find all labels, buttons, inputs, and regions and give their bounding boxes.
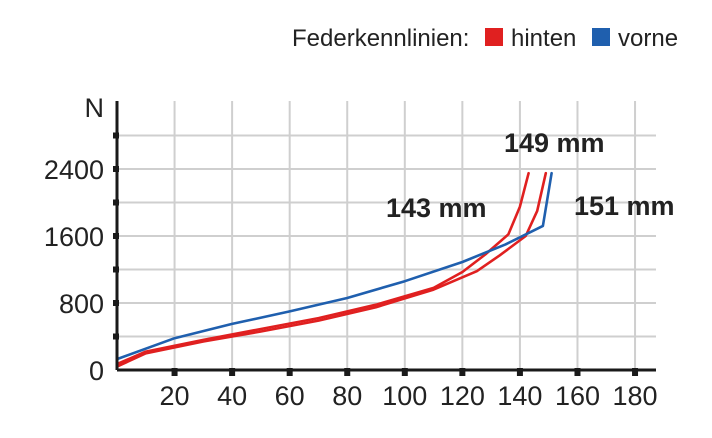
y-tick-mark-2800	[113, 132, 119, 139]
y-tick-label-800: 800	[59, 289, 104, 319]
series-line-hinten-2	[115, 171, 548, 368]
annotations: 149 mm 143 mm 151 mm	[386, 128, 675, 223]
x-tick-label-20: 20	[160, 381, 190, 411]
series-line-vorne-3	[115, 171, 553, 361]
legend-label-hinten: hinten	[511, 25, 576, 52]
x-tick-mark-40	[229, 368, 236, 376]
y-tick-mark-2000	[113, 199, 119, 206]
series-layer	[115, 171, 553, 368]
axes	[113, 101, 656, 376]
x-tick-label-60: 60	[275, 381, 305, 411]
y-tick-mark-2400	[113, 166, 119, 172]
x-tick-label-180: 180	[613, 381, 658, 411]
tick-labels: 20 40 60 80 100 120 140 160 180 0 800 1600 2400	[44, 155, 658, 411]
annotation-149mm: 149 mm	[504, 128, 605, 158]
series-line-hinten-1	[115, 171, 530, 366]
x-tick-mark-60	[286, 368, 293, 376]
legend-title: Federkennlinien:	[292, 25, 469, 52]
x-tick-mark-20	[171, 368, 178, 376]
x-tick-label-160: 160	[555, 381, 600, 411]
legend-label-vorne: vorne	[618, 25, 678, 52]
x-tick-mark-120	[459, 368, 466, 376]
x-tick-mark-100	[401, 368, 408, 376]
x-tick-mark-140	[516, 368, 523, 376]
x-tick-label-100: 100	[382, 381, 427, 411]
y-tick-mark-1200	[113, 266, 119, 273]
y-tick-label-1600: 1600	[44, 222, 104, 252]
y-tick-mark-1600	[113, 233, 119, 239]
y-tick-mark-400	[113, 333, 119, 340]
x-tick-label-40: 40	[217, 381, 247, 411]
annotation-143mm: 143 mm	[386, 193, 487, 223]
grid	[117, 101, 656, 370]
legend-swatch-vorne	[592, 28, 610, 46]
y-tick-label-0: 0	[89, 356, 104, 386]
legend: Federkennlinien: hinten vorne	[292, 25, 678, 52]
x-tick-mark-160	[574, 368, 581, 376]
y-axis-label: N	[85, 93, 105, 123]
legend-swatch-hinten	[485, 28, 503, 46]
x-tick-label-80: 80	[332, 381, 362, 411]
x-tick-mark-80	[344, 368, 351, 376]
x-tick-mark-180	[632, 368, 639, 376]
y-tick-label-2400: 2400	[44, 155, 104, 185]
annotation-151mm: 151 mm	[574, 191, 675, 221]
x-tick-label-120: 120	[440, 381, 485, 411]
y-tick-mark-800	[113, 300, 119, 306]
x-tick-label-140: 140	[497, 381, 542, 411]
